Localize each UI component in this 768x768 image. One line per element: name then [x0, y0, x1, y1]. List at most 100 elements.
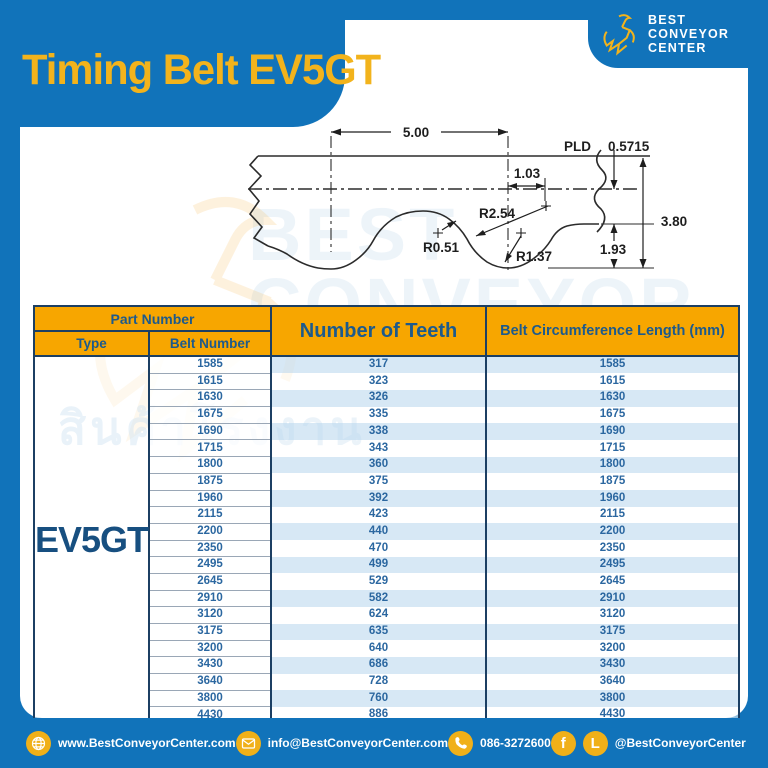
teeth-count-cell: 624	[271, 606, 487, 624]
footer-website[interactable]: www.BestConveyorCenter.com	[26, 730, 236, 756]
footer-email[interactable]: info@BestConveyorCenter.com	[235, 730, 449, 756]
table-body: EV5GT 1585 317 1585 1615 323 1615 1630 326 1630 16…	[33, 355, 740, 726]
header-number-of-teeth: Number of Teeth	[270, 305, 487, 357]
belt-length-cell: 1675	[486, 406, 740, 424]
goat-logo-icon	[603, 14, 635, 56]
dim-tip-width: 1.03	[514, 166, 541, 181]
belt-number-cell: 1875	[149, 472, 272, 491]
dim-radius-root: R1.37	[516, 249, 552, 264]
mail-icon	[235, 730, 261, 756]
belt-length-cell: 2645	[486, 573, 740, 591]
left-break-line	[247, 155, 269, 247]
belt-number-cell: 2200	[149, 522, 272, 541]
table-row: 2645 529 2645	[34, 572, 740, 591]
belt-length-cell: 3200	[486, 640, 740, 657]
table-row: 3175 635 3175	[34, 623, 740, 641]
teeth-count-cell: 686	[271, 656, 487, 674]
page-title: Timing Belt EV5GT	[22, 46, 381, 94]
belt-length-cell: 2350	[486, 540, 740, 557]
belt-length-cell: 2115	[486, 506, 740, 524]
belt-number-cell: 2910	[149, 589, 272, 608]
right-break-line	[593, 149, 607, 233]
belt-length-cell: 1715	[486, 439, 740, 457]
belt-length-cell: 1960	[486, 490, 740, 507]
teeth-count-cell: 470	[271, 540, 487, 557]
teeth-count-cell: 323	[271, 373, 487, 390]
dim-radius-land: R2.54	[479, 206, 516, 221]
belt-number-cell: 3120	[149, 606, 272, 624]
table-row: 1630 326 1630	[34, 389, 740, 408]
belt-number-cell: 3200	[149, 639, 272, 658]
table-row: 3800 760 3800	[34, 689, 740, 708]
table-row: 1675 335 1675	[34, 406, 740, 424]
teeth-count-cell: 440	[271, 523, 487, 541]
belt-length-cell: 3175	[486, 623, 740, 641]
logo-line-3: CENTER	[648, 41, 707, 55]
line-icon: L	[582, 730, 608, 756]
teeth-count-cell: 326	[271, 389, 487, 407]
footer-bar: www.BestConveyorCenter.com info@BestConv…	[0, 718, 768, 768]
teeth-count-cell: 317	[271, 356, 487, 374]
globe-icon	[26, 730, 51, 756]
belt-length-cell: 1630	[486, 389, 740, 407]
belt-number-cell: 1615	[149, 372, 272, 391]
dim-radius-crest: R0.51	[423, 240, 460, 255]
footer-email-label: info@BestConveyorCenter.com	[267, 736, 449, 750]
belt-number-cell: 2350	[149, 539, 272, 558]
table-row: 1875 375 1875	[34, 472, 740, 491]
belt-length-cell: 3430	[486, 656, 740, 674]
belt-length-cell: 1615	[486, 373, 740, 390]
teeth-count-cell: 635	[271, 623, 487, 641]
footer-website-label: www.BestConveyorCenter.com	[58, 736, 236, 750]
tooth-profile	[267, 210, 599, 270]
table-row: 2115 423 2115	[34, 506, 740, 524]
belt-number-cell: 2495	[149, 556, 272, 574]
belt-number-cell: 3430	[149, 656, 272, 675]
footer-phone-label: 086-3272600	[480, 736, 551, 750]
belt-length-cell: 1875	[486, 473, 740, 490]
teeth-count-cell: 499	[271, 556, 487, 574]
belt-number-cell: 1690	[149, 422, 272, 441]
footer-social[interactable]: f L @BestConveyorCenter	[550, 730, 746, 756]
header-type: Type	[33, 330, 150, 357]
belt-length-cell: 2910	[486, 590, 740, 607]
dim-pld-value: 0.5715	[608, 139, 650, 154]
belt-length-cell: 3800	[486, 690, 740, 707]
teeth-count-cell: 338	[271, 423, 487, 440]
logo-wordmark: BEST CONVEYOR CENTER	[648, 13, 729, 55]
teeth-count-cell: 423	[271, 506, 487, 524]
belt-number-cell: 1960	[149, 489, 272, 508]
table-row: 2910 582 2910	[34, 589, 740, 608]
table-row: 2350 470 2350	[34, 539, 740, 558]
belt-length-cell: 2200	[486, 523, 740, 541]
footer-social-label: @BestConveyorCenter	[614, 736, 746, 750]
table-row: 3200 640 3200	[34, 639, 740, 658]
dim-tooth-depth: 1.93	[600, 242, 627, 257]
footer-phone[interactable]: 086-3272600	[448, 730, 551, 756]
table-row: 1615 323 1615	[34, 372, 740, 391]
title-block: Timing Belt EV5GT	[0, 0, 381, 127]
dim-pld-label: PLD	[564, 139, 591, 154]
belt-number-cell: 3640	[149, 673, 272, 691]
table-row: 2495 499 2495	[34, 556, 740, 574]
header-circumference: Belt Circumference Length (mm)	[485, 305, 740, 357]
header-part-number: Part Number	[33, 305, 272, 332]
type-cell: EV5GT	[33, 356, 150, 726]
teeth-count-cell: 375	[271, 473, 487, 490]
logo-line-1: BEST	[648, 13, 687, 27]
belt-number-cell: 3800	[149, 689, 272, 708]
belt-profile-diagram: 5.00 1.03 PLD 0.5715 R2.54 R0.51 R1.37 3…	[247, 125, 687, 272]
table-row: 3640 728 3640	[34, 673, 740, 691]
teeth-count-cell: 360	[271, 456, 487, 474]
spec-table: Part Number Number of Teeth Belt Circumf…	[33, 305, 740, 726]
table-row: 1690 338 1690	[34, 422, 740, 441]
belt-number-cell: 1585	[149, 355, 272, 374]
brand-watermark-line1: BEST	[248, 193, 458, 276]
header-belt-number: Belt Number	[148, 330, 272, 357]
dim-pitch: 5.00	[403, 125, 429, 140]
table-row: 1715 343 1715	[34, 439, 740, 458]
belt-length-cell: 2495	[486, 556, 740, 574]
logo-tab: BEST CONVEYOR CENTER	[588, 0, 768, 68]
facebook-icon: f	[550, 730, 576, 756]
dim-belt-height: 3.80	[661, 214, 687, 229]
